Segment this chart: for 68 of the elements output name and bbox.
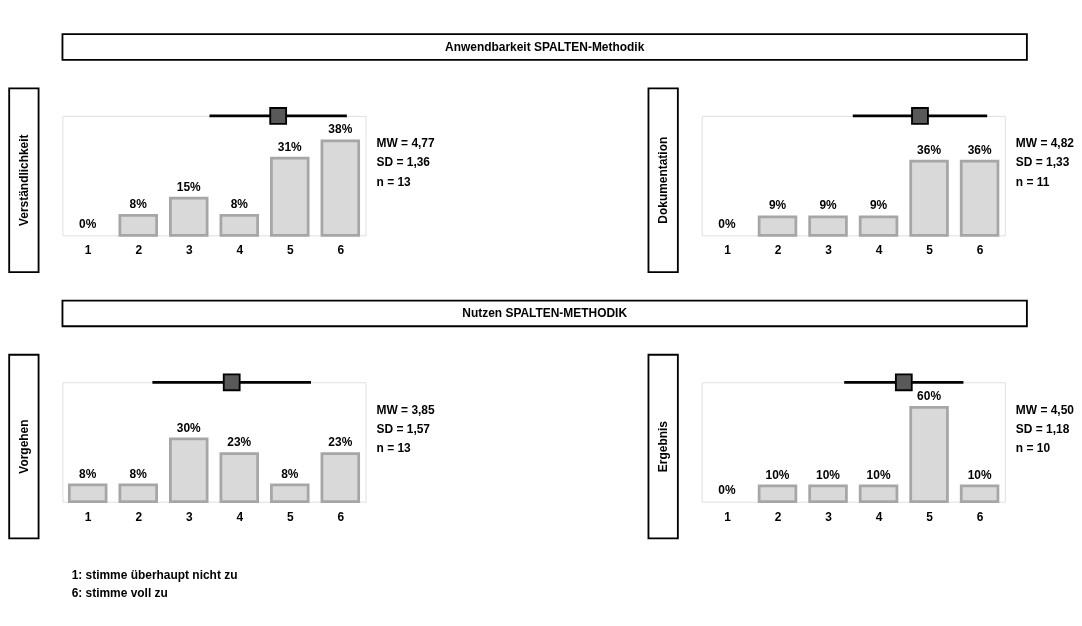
x-tick-label: 3 xyxy=(825,243,833,258)
x-tick-label: 2 xyxy=(135,509,143,524)
x-tick-label: 1 xyxy=(724,243,732,258)
x-tick-label: 6 xyxy=(976,243,984,258)
text: n = 11 xyxy=(1015,174,1050,189)
data-label: 9% xyxy=(819,198,838,213)
data-label: 36% xyxy=(967,142,992,157)
data-label: 30% xyxy=(176,420,202,435)
data-label: 10% xyxy=(765,467,790,482)
text: MW = 3,85 xyxy=(376,402,435,417)
y-axis-title: Vorgehen xyxy=(16,419,31,474)
text: MW = 4,50 xyxy=(1015,402,1075,417)
x-tick-label: 4 xyxy=(236,243,244,258)
x-tick-label: 3 xyxy=(825,509,833,524)
data-label: 0% xyxy=(718,216,736,231)
y-axis-title: Dokumentation xyxy=(655,136,670,224)
text: 1: stimme überhaupt nicht zu xyxy=(71,567,238,582)
text: SD = 1,57 xyxy=(376,421,431,436)
data-label: 8% xyxy=(129,466,148,481)
text: MW = 4,82 xyxy=(1015,136,1075,151)
data-label: 8% xyxy=(230,197,249,212)
data-label: 0% xyxy=(79,216,97,231)
x-tick-label: 5 xyxy=(926,243,934,258)
x-tick-label: 3 xyxy=(185,243,193,258)
x-tick-label: 4 xyxy=(236,509,244,524)
x-tick-label: 6 xyxy=(976,509,984,524)
x-tick-label: 5 xyxy=(286,509,294,524)
x-tick-label: 1 xyxy=(84,243,92,258)
x-tick-label: 6 xyxy=(337,243,345,258)
data-label: 15% xyxy=(176,179,202,194)
x-tick-label: 2 xyxy=(774,243,782,258)
data-label: 23% xyxy=(227,435,252,450)
x-tick-label: 2 xyxy=(135,243,143,258)
x-tick-label: 4 xyxy=(875,243,883,258)
text: n = 10 xyxy=(1015,441,1051,456)
x-tick-label: 5 xyxy=(926,509,934,524)
x-tick-label: 4 xyxy=(875,509,883,524)
x-tick-label: 6 xyxy=(337,509,345,524)
text: 6: stimme voll zu xyxy=(71,586,168,601)
text: n = 13 xyxy=(376,441,412,456)
text: SD = 1,33 xyxy=(1015,155,1070,170)
data-label: 36% xyxy=(917,142,942,157)
data-label: 23% xyxy=(328,435,353,450)
text: SD = 1,18 xyxy=(1015,421,1070,436)
data-label: 38% xyxy=(328,122,353,137)
data-label: 8% xyxy=(281,466,299,481)
x-tick-label: 2 xyxy=(774,509,782,524)
data-label: 9% xyxy=(768,198,787,213)
data-label: 60% xyxy=(917,389,942,404)
x-tick-label: 5 xyxy=(286,243,294,258)
text: MW = 4,77 xyxy=(376,136,435,151)
y-axis-title: Verständlichkeit xyxy=(16,134,31,227)
data-label: 9% xyxy=(869,198,888,213)
text: SD = 1,36 xyxy=(376,155,431,170)
x-tick-label: 1 xyxy=(84,509,92,524)
y-axis-title: Ergebnis xyxy=(655,420,670,473)
data-label: 31% xyxy=(277,139,303,154)
data-label: 8% xyxy=(79,466,97,481)
data-label: 0% xyxy=(718,483,736,498)
data-label: 10% xyxy=(967,467,992,482)
text: Anwendbarkeit SPALTEN-Methodik xyxy=(445,39,645,54)
x-tick-label: 1 xyxy=(724,509,732,524)
text: n = 13 xyxy=(376,174,412,189)
data-label: 10% xyxy=(866,467,891,482)
x-tick-label: 3 xyxy=(185,509,193,524)
text: Nutzen SPALTEN-METHODIK xyxy=(462,306,628,321)
data-label: 8% xyxy=(129,197,148,212)
data-label: 10% xyxy=(816,467,841,482)
